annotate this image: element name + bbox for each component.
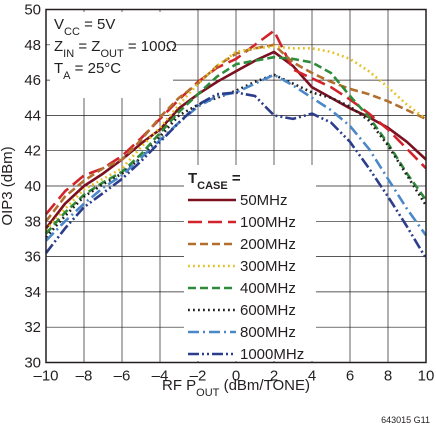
legend-label: 800MHz [240, 324, 296, 341]
legend-label: 400MHz [240, 280, 296, 297]
y-axis-label: OIP3 (dBm) [0, 146, 16, 225]
x-tick-label: –2 [190, 368, 207, 385]
x-tick-label: –10 [33, 368, 58, 385]
y-tick-label: 42 [24, 143, 41, 160]
x-tick-label: 6 [346, 368, 354, 385]
x-tick-label: 4 [308, 368, 316, 385]
legend-label: 600MHz [240, 302, 296, 319]
legend-label: 100MHz [240, 214, 296, 231]
text-run: = Z [74, 38, 100, 55]
y-tick-label: 50 [24, 2, 41, 19]
legend: 50MHz 100MHz 200MHz 300MHz 400MHz 600MHz 800MH… [188, 192, 304, 363]
y-tick-label: 36 [24, 249, 41, 266]
series-line-400mhz [45, 55, 428, 235]
text-run: = [228, 170, 241, 187]
subscript-text: CC [64, 26, 80, 38]
y-tick-label: 38 [24, 213, 41, 230]
x-tick-label: –6 [114, 368, 131, 385]
y-tick-label: 32 [24, 319, 41, 336]
legend-label: 1000MHz [240, 346, 304, 363]
legend-label: 300MHz [240, 258, 296, 275]
test-condition-line: ZIN = ZOUT = 100Ω [54, 38, 177, 60]
text-run: (dBm/TONE) [219, 377, 310, 394]
y-tick-label: 44 [24, 107, 41, 124]
series-line-50mhz [44, 50, 427, 230]
subscript-text: OUT [100, 48, 124, 60]
x-tick-label: 2 [270, 368, 278, 385]
text-run: Z [54, 38, 63, 55]
subscript-text: IN [63, 48, 74, 60]
legend-title: TCASE = [188, 170, 241, 192]
figure-id: 643015 G11 [381, 415, 430, 425]
text-run: = 25°C [71, 60, 122, 77]
y-tick-label: 40 [24, 178, 41, 195]
text-run: = 5V [80, 16, 115, 33]
subscript-text: CASE [197, 180, 228, 192]
y-tick-label: 30 [24, 355, 41, 372]
legend-label: 50MHz [240, 192, 288, 209]
x-axis-label: RF POUT (dBm/TONE) [162, 377, 310, 399]
test-condition-line: VCC = 5V [54, 16, 115, 38]
y-tick-label: 48 [24, 37, 41, 54]
y-tick-label: 34 [24, 284, 41, 301]
x-tick-label: –4 [152, 368, 169, 385]
text-run: V [54, 16, 64, 33]
text-run: T [54, 60, 63, 77]
text-run: = 100Ω [124, 38, 177, 55]
text-run: T [188, 170, 197, 187]
series-group [44, 29, 428, 260]
series-line-600mhz [45, 73, 428, 239]
conditions-box [50, 12, 173, 98]
series-line-1000mhz [44, 91, 428, 260]
x-tick-label: 0 [232, 368, 240, 385]
subscript-text: OUT [196, 387, 220, 399]
text-run: RF P [162, 377, 196, 394]
plot-frame [45, 8, 427, 364]
series-line-200mhz [44, 43, 427, 223]
x-tick-label: 8 [384, 368, 392, 385]
x-tick-label: –8 [76, 368, 93, 385]
x-tick-label: 10 [418, 368, 435, 385]
subscript-text: A [63, 70, 71, 82]
legend-label: 200MHz [240, 236, 296, 253]
test-condition-line: TA = 25°C [54, 60, 121, 82]
series-line-800mhz [45, 73, 428, 242]
y-tick-label: 46 [24, 72, 41, 89]
legend-box [184, 165, 316, 361]
